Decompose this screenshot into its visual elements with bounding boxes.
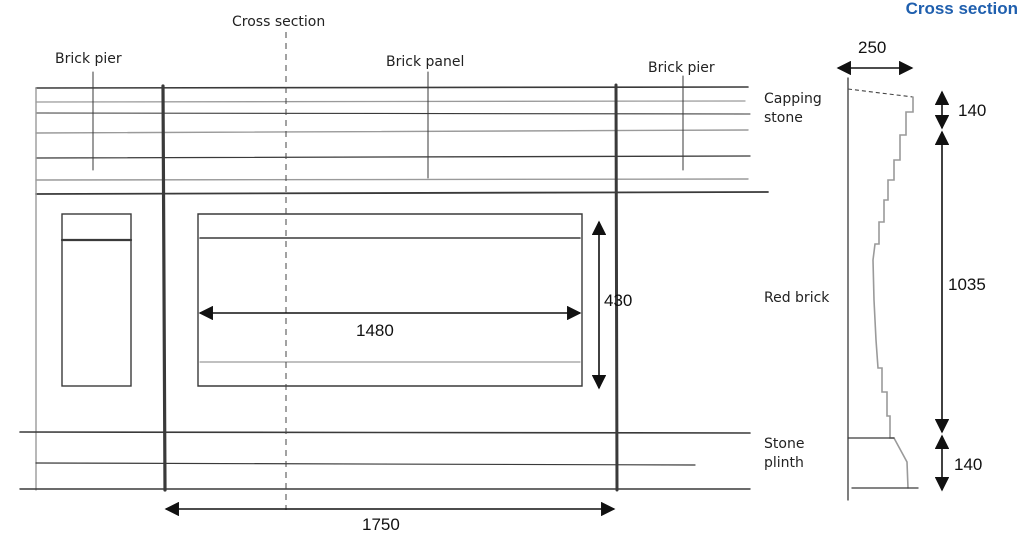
- elevation: [19, 32, 769, 510]
- capping-stone-label-line1: Capping: [764, 91, 822, 107]
- brick-pier-left-label: Brick pier: [55, 51, 122, 67]
- brick-height-dimension: 1035: [948, 275, 986, 294]
- cross-section-profile: [836, 60, 950, 501]
- red-brick-label: Red brick: [764, 290, 830, 306]
- brick-pier-right-label: Brick pier: [648, 60, 715, 76]
- capping-height-dimension: 140: [958, 101, 986, 120]
- capping-stone-label-line2: stone: [764, 110, 803, 126]
- overall-width-dimension: 1750: [362, 515, 400, 534]
- stone-plinth-label-line2: plinth: [764, 455, 804, 471]
- page-title: Cross section: [906, 0, 1018, 18]
- cross-section-label: Cross section: [232, 14, 325, 30]
- panel-width-dimension: 1480: [356, 321, 394, 340]
- elevation-dimensions: [164, 220, 616, 517]
- stone-plinth-label-line1: Stone: [764, 436, 804, 452]
- brick-panel-label: Brick panel: [386, 54, 464, 70]
- plinth-height-dimension: 140: [954, 455, 982, 474]
- section-width-dimension: 250: [858, 38, 886, 57]
- panel-height-dimension: 430: [604, 291, 632, 310]
